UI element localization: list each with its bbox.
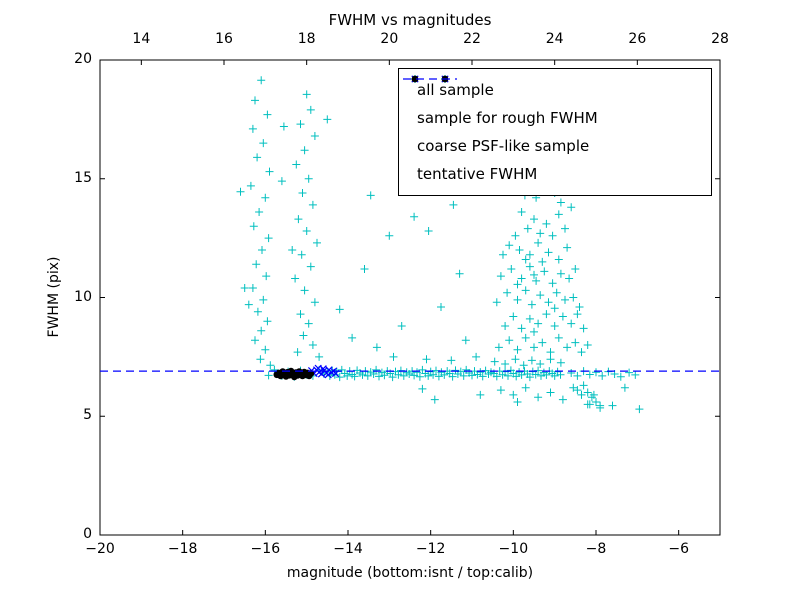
legend-item: coarse PSF-like sample [407,75,701,160]
top-tick-label: 22 [463,31,481,47]
legend-label: tentative FWHM [417,165,538,183]
psf-dot [307,370,315,377]
top-tick-label: 26 [628,31,647,47]
legend-label: sample for rough FWHM [417,109,598,127]
legend: all sample sample for rough FWHM coarse PS… [398,68,712,196]
x-tick-label: −20 [85,541,115,557]
chart-title: FWHM vs magnitudes [328,11,492,29]
legend-item: tentative FWHM [403,78,701,188]
y-tick-label: 20 [74,51,92,67]
legend-label: all sample [417,81,494,99]
x-tick-label: −16 [250,541,281,557]
x-tick-label: −10 [498,541,529,557]
legend-item: sample for rough FWHM [407,75,701,132]
top-tick-label: 20 [380,31,399,47]
x-tick-label: −12 [415,541,446,557]
x-axis-label: magnitude (bottom:isnt / top:calib) [286,565,534,581]
x-tick-label: −14 [333,541,363,557]
all-sample-points [236,76,644,414]
psf-dot [278,370,286,378]
top-tick-label: 28 [711,31,729,47]
legend-marker-dashed [403,78,457,80]
top-tick-label: 16 [215,31,233,47]
y-tick-label: 5 [83,407,92,424]
y-tick-label: 0 [83,526,92,542]
x-tick-label: −8 [585,541,607,557]
psf-like-points [273,367,315,381]
psf-dot [285,370,292,377]
axis-ticks [99,59,721,536]
psf-dot [295,370,302,377]
y-tick-label: 10 [74,288,92,305]
top-tick-label: 24 [545,31,564,47]
top-tick-label: 18 [297,31,316,47]
x-tick-label: −6 [668,541,689,557]
legend-label: coarse PSF-like sample [417,137,590,155]
y-tick-label: 15 [74,169,92,186]
top-tick-label: 14 [132,31,151,47]
x-tick-label: −18 [167,541,198,557]
